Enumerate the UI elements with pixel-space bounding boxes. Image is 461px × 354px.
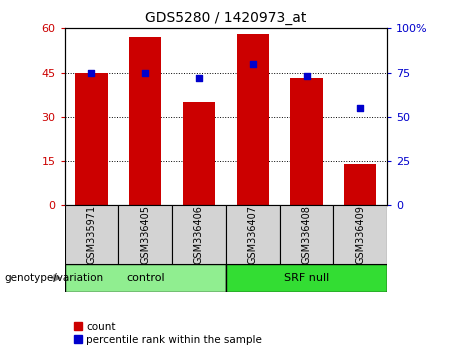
Bar: [333, 205, 387, 264]
Text: SRF null: SRF null: [284, 273, 329, 283]
Point: [195, 75, 203, 81]
Bar: [118, 205, 172, 264]
Text: GSM336407: GSM336407: [248, 205, 258, 264]
Bar: [65, 205, 118, 264]
Bar: [226, 264, 387, 292]
Text: GSM336409: GSM336409: [355, 205, 366, 264]
Bar: [344, 164, 377, 205]
Bar: [65, 264, 226, 292]
Text: genotype/variation: genotype/variation: [5, 273, 104, 283]
Text: control: control: [126, 273, 165, 283]
Bar: [236, 34, 269, 205]
Bar: [280, 205, 333, 264]
Point: [142, 70, 149, 75]
Bar: [172, 205, 226, 264]
Bar: [290, 79, 323, 205]
Text: GSM335971: GSM335971: [86, 205, 96, 264]
Title: GDS5280 / 1420973_at: GDS5280 / 1420973_at: [145, 11, 307, 24]
Bar: [75, 73, 107, 205]
Point: [357, 105, 364, 111]
Point: [303, 73, 310, 79]
Legend: count, percentile rank within the sample: count, percentile rank within the sample: [70, 317, 266, 349]
Text: GSM336408: GSM336408: [301, 205, 312, 264]
Point: [88, 70, 95, 75]
Bar: [226, 205, 280, 264]
Text: GSM336405: GSM336405: [140, 205, 150, 264]
Text: GSM336406: GSM336406: [194, 205, 204, 264]
Point: [249, 61, 256, 67]
Bar: [129, 37, 161, 205]
Bar: [183, 102, 215, 205]
